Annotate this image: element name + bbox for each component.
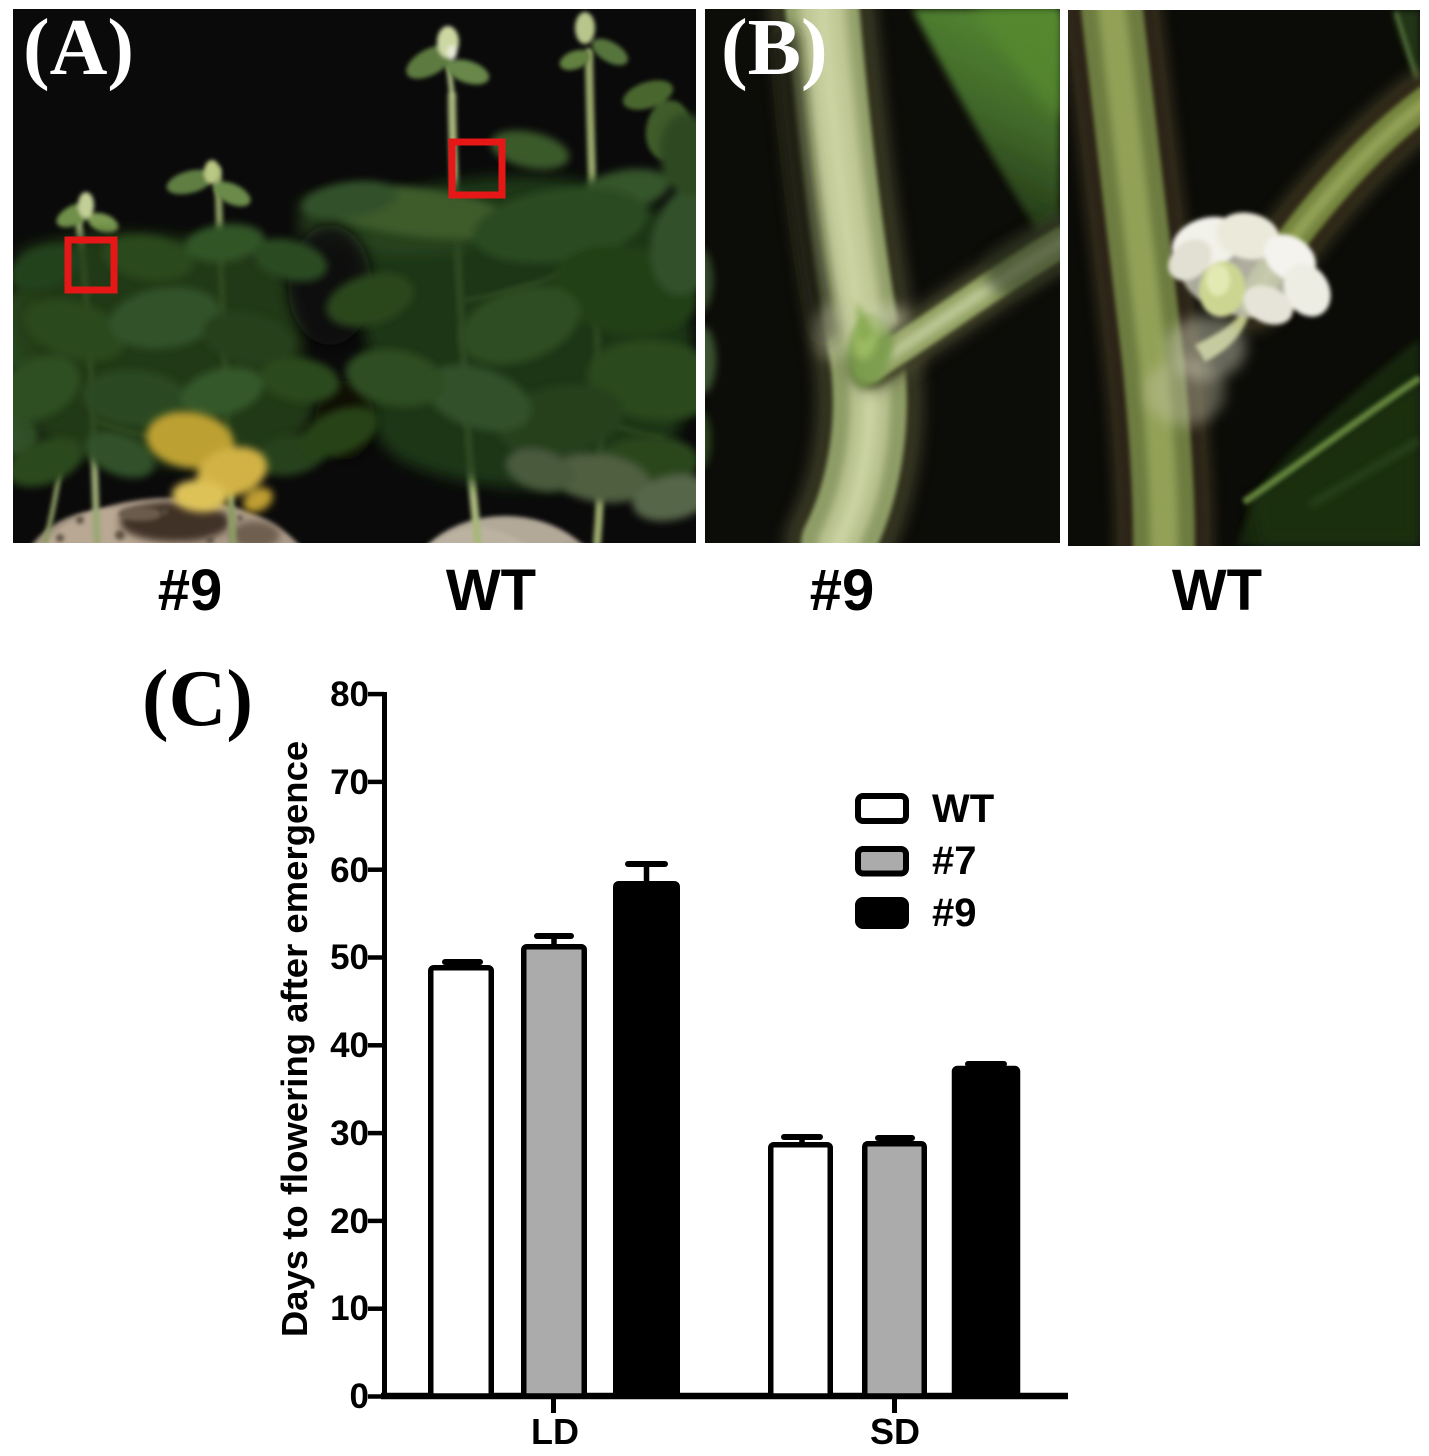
svg-text:80: 80 [330, 675, 369, 714]
svg-text:WT: WT [932, 787, 994, 831]
svg-text:60: 60 [330, 851, 369, 890]
svg-text:70: 70 [330, 763, 369, 802]
svg-text:50: 50 [330, 938, 369, 977]
svg-text:0: 0 [350, 1377, 369, 1416]
svg-text:(B): (B) [721, 4, 828, 92]
svg-text:#7: #7 [932, 839, 977, 883]
svg-text:(A): (A) [23, 4, 134, 92]
svg-text:40: 40 [330, 1026, 369, 1065]
svg-text:#9: #9 [932, 891, 977, 935]
svg-text:SD: SD [870, 1411, 920, 1452]
svg-text:20: 20 [330, 1202, 369, 1241]
svg-text:Days to flowering after emerge: Days to flowering after emergence [274, 741, 315, 1337]
svg-text:30: 30 [330, 1114, 369, 1153]
svg-text:WT: WT [1172, 558, 1262, 623]
svg-text:WT: WT [446, 558, 536, 623]
svg-text:LD: LD [531, 1411, 579, 1452]
svg-text:10: 10 [330, 1289, 369, 1328]
svg-text:#9: #9 [158, 558, 223, 623]
svg-text:#9: #9 [810, 558, 875, 623]
svg-text:(C): (C) [142, 655, 253, 743]
